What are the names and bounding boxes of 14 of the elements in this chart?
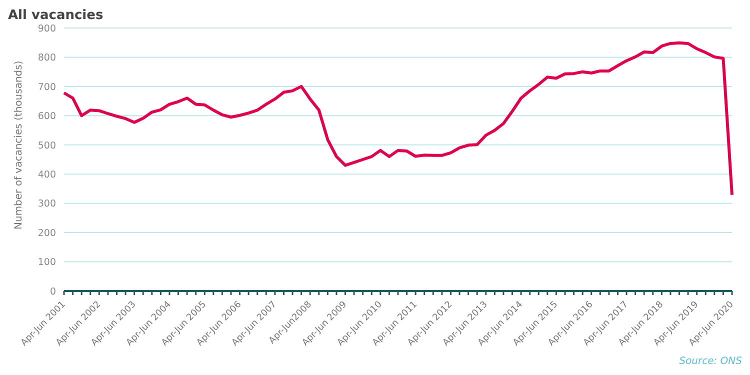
y-tick-label: 500 [38,140,56,152]
y-tick-label: 700 [38,82,56,93]
chart-title: All vacancies [8,8,104,23]
source-note: Source: ONS [679,356,742,367]
y-tick-label: 800 [38,52,56,64]
y-tick-label: 900 [38,23,56,34]
y-tick-label: 0 [50,286,56,298]
line-series [62,41,734,196]
y-tick-label: 600 [38,111,56,122]
y-axis-title: Number of vacancies (thousands) [14,60,25,230]
y-tick-label: 200 [38,228,56,239]
y-tick-label: 100 [38,257,56,268]
y-tick-label: 300 [38,198,56,210]
y-tick-label: 400 [38,169,56,180]
